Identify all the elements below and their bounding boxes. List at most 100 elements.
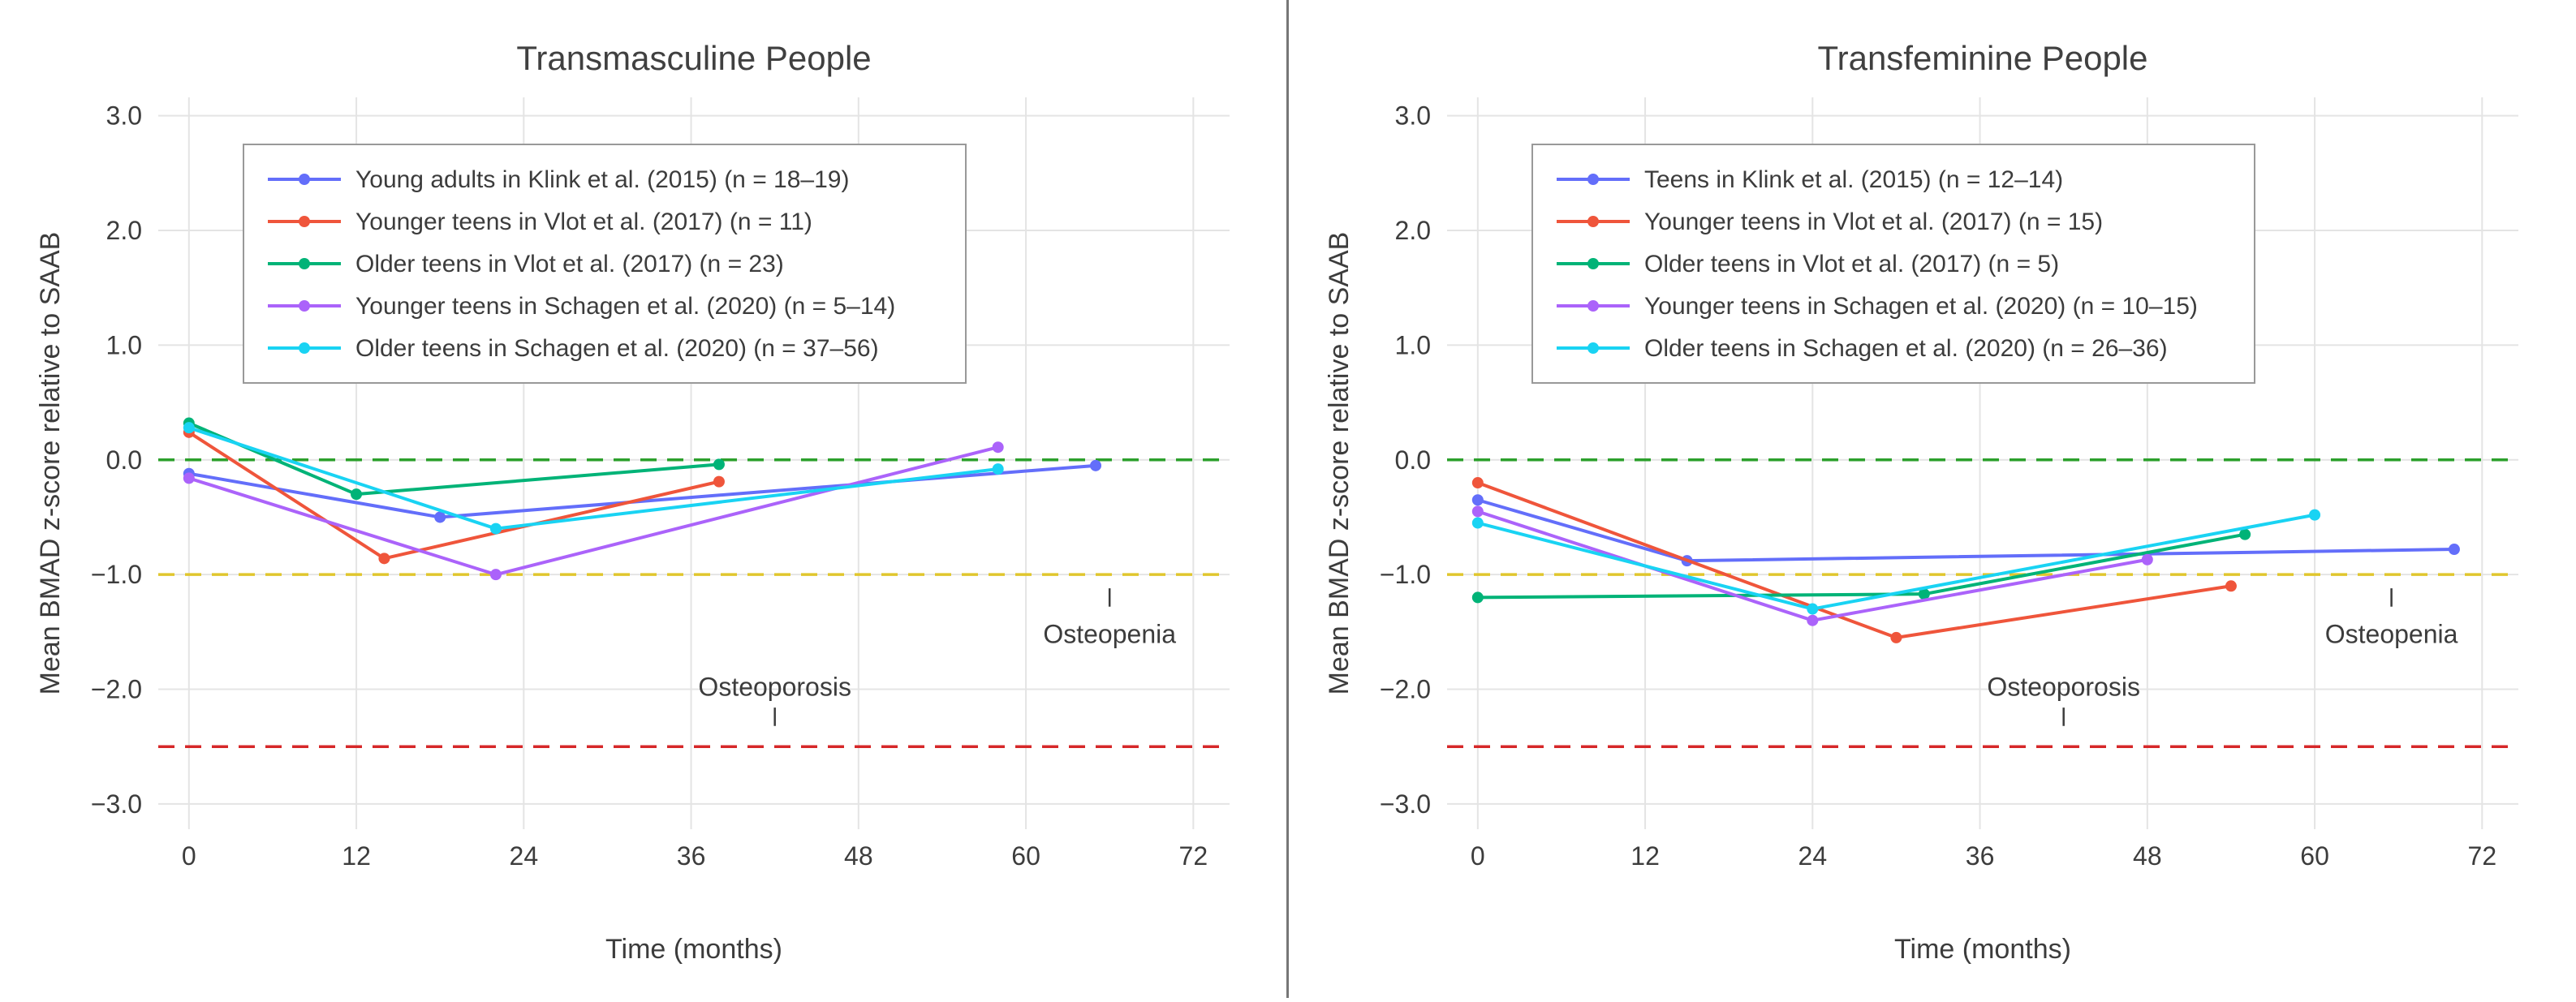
legend-swatch-marker (1587, 258, 1599, 269)
y-tick-label: 1.0 (1395, 330, 1431, 359)
x-axis-label: Time (months) (1894, 934, 2071, 965)
x-tick-label: 72 (1179, 841, 1208, 871)
legend-label: Younger teens in Schagen et al. (2020) (… (355, 293, 895, 320)
series-schagen-2020-younger (1471, 505, 2153, 626)
legend: Young adults in Klink et al. (2015) (n =… (243, 144, 967, 384)
annotation-osteopenia-label: Osteopenia (1043, 620, 1176, 649)
legend-swatch-marker (299, 342, 310, 354)
legend-item-vlot-2017-younger[interactable]: Younger teens in Vlot et al. (2017) (n =… (1557, 209, 2103, 235)
legend-item-schagen-2020-older[interactable]: Older teens in Schagen et al. (2020) (n … (1557, 335, 2168, 362)
x-tick-label: 60 (1011, 841, 1040, 871)
data-point (1918, 588, 1930, 600)
data-point (1471, 591, 1484, 604)
legend-label: Older teens in Vlot et al. (2017) (n = 5… (1644, 251, 2059, 277)
y-axis-label: Mean BMAD z-score relative to SAAB (1324, 232, 1355, 695)
y-tick-label: 3.0 (106, 101, 142, 131)
x-tick-label: 0 (1471, 841, 1485, 871)
data-point (1090, 459, 1101, 471)
legend-item-schagen-2020-younger[interactable]: Younger teens in Schagen et al. (2020) (… (268, 293, 895, 320)
data-point (713, 475, 725, 488)
data-point (2225, 580, 2237, 592)
data-point (1807, 614, 1819, 626)
chart-title: Transmasculine People (516, 39, 871, 77)
x-tick-label: 24 (1798, 841, 1828, 871)
legend-swatch-marker (1587, 174, 1599, 185)
legend-item-vlot-2017-older[interactable]: Older teens in Vlot et al. (2017) (n = 5… (1557, 251, 2059, 277)
series-vlot-2017-younger (183, 426, 725, 565)
legend-swatch-marker (299, 174, 310, 185)
transmasculine-chart: 3.0 2.0 1.0 0.0 −1.0 −2.0 −3.0 0 12 24 36 48 60 72 Tra… (35, 39, 1230, 965)
annotation-osteoporosis-label: Osteoporosis (698, 673, 851, 702)
data-point (351, 488, 363, 501)
annotation-osteoporosis-label: Osteoporosis (1987, 673, 2140, 702)
data-point (2448, 544, 2460, 556)
legend-item-klink-2015[interactable]: Young adults in Klink et al. (2015) (n =… (268, 166, 849, 193)
data-point (1471, 505, 1484, 518)
chart-panel-transfeminine: 3.0 2.0 1.0 0.0 −1.0 −2.0 −3.0 0 12 24 36 48 60 72 Tra… (1289, 0, 2576, 998)
y-tick-label: 2.0 (106, 216, 142, 245)
y-tick-label: 2.0 (1395, 216, 1431, 245)
series-line (1475, 532, 2247, 600)
data-point (489, 523, 502, 535)
x-tick-label: 48 (2133, 841, 2162, 871)
legend-box (1531, 144, 2255, 384)
legend-swatch-marker (299, 258, 310, 269)
data-point (489, 569, 502, 581)
legend-swatch-marker (299, 300, 310, 312)
data-point (378, 553, 390, 565)
y-axis-label: Mean BMAD z-score relative to SAAB (35, 232, 66, 695)
data-point (2309, 509, 2321, 521)
data-point (183, 472, 195, 484)
series-klink-2015 (1471, 494, 2460, 567)
transfeminine-chart: 3.0 2.0 1.0 0.0 −1.0 −2.0 −3.0 0 12 24 36 48 60 72 Tra… (1324, 39, 2518, 965)
data-point (183, 422, 195, 434)
data-point (992, 441, 1004, 454)
legend-item-vlot-2017-older[interactable]: Older teens in Vlot et al. (2017) (n = 2… (268, 251, 784, 277)
legend-item-vlot-2017-younger[interactable]: Younger teens in Vlot et al. (2017) (n =… (268, 209, 812, 235)
legend-swatch-marker (1587, 216, 1599, 227)
chart-title: Transfeminine People (1818, 39, 2148, 77)
series-vlot-2017-older (1471, 528, 2251, 604)
y-tick-label: 1.0 (106, 330, 142, 359)
annotation-osteopenia-label: Osteopenia (2325, 620, 2458, 649)
legend: Teens in Klink et al. (2015) (n = 12–14)… (1531, 144, 2255, 384)
panel-divider (1286, 0, 1289, 998)
legend-swatch-marker (299, 216, 310, 227)
x-tick-label: 12 (342, 841, 371, 871)
legend-label: Older teens in Schagen et al. (2020) (n … (1644, 335, 2168, 362)
data-point (434, 511, 446, 523)
legend-label: Older teens in Vlot et al. (2017) (n = 2… (355, 251, 784, 277)
series-schagen-2020-older (183, 422, 1004, 535)
x-tick-label: 48 (844, 841, 873, 871)
data-point (992, 463, 1004, 475)
legend-label: Younger teens in Schagen et al. (2020) (… (1644, 293, 2198, 320)
legend-label: Younger teens in Vlot et al. (2017) (n =… (355, 209, 812, 235)
x-axis-label: Time (months) (605, 934, 782, 965)
legend-item-klink-2015[interactable]: Teens in Klink et al. (2015) (n = 12–14) (1557, 166, 2063, 193)
legend-item-schagen-2020-older[interactable]: Older teens in Schagen et al. (2020) (n … (268, 335, 879, 362)
y-tick-label: −2.0 (1380, 675, 1431, 704)
data-point (1471, 477, 1484, 489)
x-tick-label: 72 (2468, 841, 2497, 871)
y-tick-label: −1.0 (91, 560, 142, 589)
series-schagen-2020-older (1471, 509, 2321, 615)
legend-label: Teens in Klink et al. (2015) (n = 12–14) (1644, 166, 2063, 193)
legend-label: Young adults in Klink et al. (2015) (n =… (355, 166, 849, 193)
data-point (2141, 553, 2153, 566)
y-tick-label: −2.0 (91, 675, 142, 704)
data-point (1471, 494, 1484, 506)
x-tick-label: 36 (677, 841, 706, 871)
x-tick-label: 12 (1630, 841, 1660, 871)
series-line (1475, 498, 2456, 563)
y-tick-label: 0.0 (1395, 445, 1431, 475)
y-tick-label: 0.0 (106, 445, 142, 475)
y-tick-label: 3.0 (1395, 101, 1431, 131)
chart-panel-transmasculine: 3.0 2.0 1.0 0.0 −1.0 −2.0 −3.0 0 12 24 36 48 60 72 Tra… (0, 0, 1286, 998)
legend-swatch-marker (1587, 342, 1599, 354)
data-point (1471, 517, 1484, 529)
legend-box (243, 144, 967, 384)
data-point (1890, 631, 1902, 643)
x-tick-label: 24 (510, 841, 539, 871)
data-point (1807, 603, 1819, 615)
legend-item-schagen-2020-younger[interactable]: Younger teens in Schagen et al. (2020) (… (1557, 293, 2198, 320)
